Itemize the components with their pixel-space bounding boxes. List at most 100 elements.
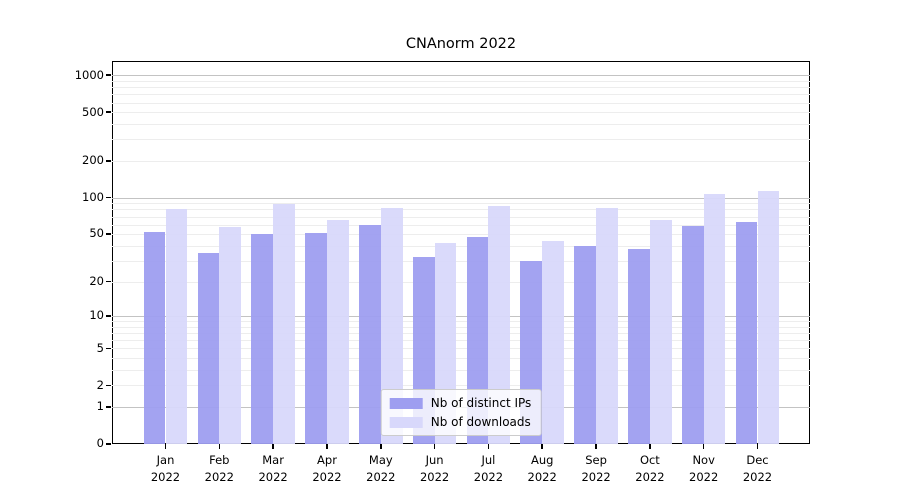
gridline-major [112, 197, 810, 199]
gridline-minor [112, 160, 810, 162]
bar-distinct-ips [305, 233, 327, 444]
y-tick-mark [106, 443, 111, 445]
chart-title: CNAnorm 2022 [405, 36, 517, 52]
gridline-minor [112, 80, 810, 82]
bar-distinct-ips [628, 248, 650, 444]
bar-downloads [327, 219, 349, 444]
x-tick-label-line: 2022 [473, 469, 504, 484]
y-tick-mark [106, 384, 111, 387]
gridline-minor [112, 87, 810, 89]
bar-downloads [649, 219, 672, 444]
x-tick-label: May 2022 [354, 452, 408, 485]
gridline-major [112, 316, 810, 317]
x-tick-label-line: 2022 [635, 469, 665, 484]
y-tick-mark [106, 196, 111, 199]
gridline-minor [112, 321, 810, 323]
y-tick-label: 0 [96, 436, 104, 451]
x-tick-mark [433, 444, 436, 449]
bar-downloads [542, 240, 564, 444]
bar-downloads [219, 227, 242, 444]
bar-downloads [596, 208, 618, 444]
x-tick-mark [649, 444, 651, 449]
bar-distinct-ips [735, 222, 758, 444]
x-tick-mark [164, 444, 167, 449]
legend: Nb of distinct IPs Nb of downloads [380, 389, 542, 436]
plot-area: Nb of distinct IPs Nb of downloads 0 1 2 5 1… [75, 61, 810, 484]
x-tick-label: Nov 2022 [677, 452, 731, 485]
bar-downloads [703, 193, 726, 444]
legend-entry-distinct-ips: Nb of distinct IPs [389, 396, 532, 410]
gridline-minor [112, 209, 810, 211]
x-tick-label: Feb 2022 [192, 452, 246, 485]
gridline-minor [112, 234, 810, 236]
x-tick-label-line: Dec [746, 453, 769, 467]
y-tick-mark [106, 347, 111, 350]
gridline-minor [112, 224, 810, 226]
gridline-minor [112, 102, 810, 104]
y-tick-mark [106, 406, 111, 408]
gridline-minor [112, 358, 810, 360]
x-tick-label-line: 2022 [419, 469, 450, 484]
bar-distinct-ips [143, 232, 166, 444]
legend-swatch-downloads [389, 416, 423, 428]
y-tick-mark [106, 74, 111, 76]
gridline-minor [112, 216, 810, 218]
x-tick-label: Jun 2022 [408, 452, 462, 485]
x-tick-label: Dec 2022 [731, 452, 785, 485]
y-tick-label: 200 [82, 153, 104, 168]
x-tick-label-line: 2022 [150, 469, 181, 484]
gridline-minor [112, 348, 810, 350]
gridline-minor [112, 112, 810, 114]
x-tick-label: Apr 2022 [300, 452, 354, 485]
x-tick-mark [380, 444, 382, 449]
y-tick-mark [106, 233, 111, 235]
x-tick-label-line: Aug [530, 453, 554, 467]
x-tick-mark [272, 444, 274, 449]
x-tick-label: Oct 2022 [623, 452, 677, 485]
bar-downloads [488, 205, 511, 444]
gridline-minor [112, 340, 810, 342]
bar-downloads [757, 190, 780, 444]
y-tick-label: 100 [82, 190, 104, 204]
bar-distinct-ips [681, 226, 704, 444]
x-tick-mark [541, 444, 543, 449]
x-tick-label-line: Nov [692, 453, 715, 467]
x-tick-label-line: May [368, 453, 393, 467]
y-tick-label: 2 [96, 377, 104, 392]
x-tick-mark [595, 444, 597, 449]
legend-entry-downloads: Nb of downloads [389, 415, 532, 429]
bar-downloads [380, 207, 403, 444]
gridline-minor [112, 139, 810, 141]
y-tick-label: 5 [96, 340, 104, 355]
gridline-major [112, 75, 810, 77]
x-tick-mark [326, 444, 328, 449]
x-tick-label: Jul 2022 [461, 452, 515, 485]
bar-distinct-ips [359, 224, 381, 444]
legend-swatch-distinct-ips [389, 397, 423, 409]
x-tick-mark [218, 444, 221, 449]
gridline-minor [112, 326, 810, 328]
x-tick-label-line: 2022 [312, 469, 342, 484]
gridline-minor [112, 333, 810, 334]
y-tick-label: 50 [89, 226, 104, 241]
gridline-minor [112, 260, 810, 262]
y-tick-mark [106, 160, 111, 162]
x-tick-label-line: Oct [639, 453, 660, 467]
x-tick-label-line: 2022 [689, 469, 719, 484]
y-tick-label: 10 [89, 308, 104, 323]
bar-distinct-ips [251, 234, 274, 444]
bar-downloads [165, 209, 188, 444]
gridline-minor [112, 94, 810, 96]
x-tick-mark [756, 444, 759, 449]
x-tick-label-line: 2022 [366, 469, 396, 484]
x-tick-mark [487, 444, 490, 449]
legend-label-distinct-ips: Nb of distinct IPs [430, 396, 532, 410]
x-tick-label-line: 2022 [742, 469, 773, 484]
y-tick-label: 1000 [74, 67, 104, 82]
gridline-minor [112, 385, 810, 387]
x-tick-label-line: Jun [425, 453, 444, 467]
y-tick-label: 1 [96, 399, 104, 414]
x-tick-label-line: Jan [156, 453, 175, 467]
y-tick-mark [106, 111, 111, 113]
